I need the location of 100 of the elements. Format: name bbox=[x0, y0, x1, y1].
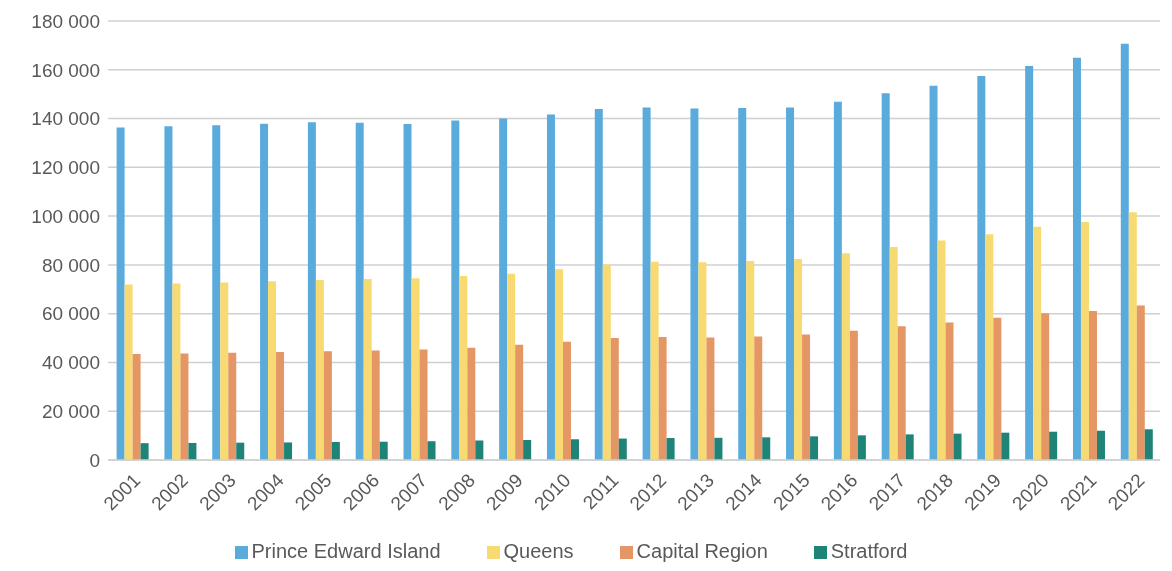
bar bbox=[1080, 221, 1089, 460]
bar bbox=[993, 317, 1002, 460]
y-tick-label: 160 000 bbox=[31, 59, 100, 81]
bar bbox=[666, 438, 675, 460]
bar bbox=[754, 336, 763, 460]
bar bbox=[132, 353, 141, 460]
bar bbox=[403, 123, 412, 460]
bar bbox=[459, 276, 468, 460]
bar bbox=[786, 107, 795, 460]
y-tick-label: 0 bbox=[89, 449, 100, 471]
bar bbox=[690, 108, 699, 460]
y-tick-label: 140 000 bbox=[31, 108, 100, 130]
bar bbox=[802, 334, 811, 460]
bar bbox=[1072, 57, 1081, 460]
bar bbox=[1025, 66, 1034, 460]
bar bbox=[467, 347, 476, 460]
y-tick-label: 20 000 bbox=[41, 400, 100, 422]
bar bbox=[284, 442, 293, 460]
y-tick-label: 80 000 bbox=[41, 254, 100, 276]
bar bbox=[180, 353, 189, 460]
bar bbox=[499, 118, 508, 460]
bar bbox=[419, 349, 428, 460]
bar bbox=[714, 437, 723, 460]
bar bbox=[1041, 313, 1050, 460]
bar bbox=[515, 344, 524, 460]
bar bbox=[618, 438, 627, 460]
bar bbox=[794, 259, 803, 460]
y-tick-label: 60 000 bbox=[41, 303, 100, 325]
bar bbox=[610, 338, 619, 460]
y-tick-label: 100 000 bbox=[31, 205, 100, 227]
bar bbox=[833, 101, 842, 460]
bar bbox=[140, 443, 149, 460]
bar bbox=[1128, 212, 1137, 460]
bar bbox=[188, 442, 197, 460]
bar bbox=[881, 93, 890, 460]
legend-label: Stratford bbox=[830, 540, 908, 562]
bar bbox=[953, 433, 962, 460]
bar bbox=[307, 122, 316, 460]
bar bbox=[762, 437, 771, 460]
bar bbox=[1144, 429, 1153, 460]
bar bbox=[642, 107, 651, 460]
bar bbox=[475, 440, 484, 460]
bar bbox=[594, 109, 603, 460]
bar bbox=[570, 439, 579, 460]
bar bbox=[236, 442, 245, 460]
y-tick-label: 40 000 bbox=[41, 352, 100, 374]
legend-label: Queens bbox=[503, 540, 574, 562]
bar bbox=[929, 85, 938, 460]
bar bbox=[507, 273, 516, 460]
bar bbox=[1001, 432, 1010, 460]
bar bbox=[212, 125, 221, 460]
bar bbox=[546, 114, 555, 460]
bar bbox=[268, 281, 277, 460]
bar bbox=[905, 434, 914, 460]
bar bbox=[810, 436, 819, 460]
bar bbox=[315, 280, 324, 460]
bar bbox=[841, 253, 850, 460]
bar bbox=[172, 283, 181, 460]
bar bbox=[276, 351, 285, 460]
bar bbox=[849, 330, 858, 460]
bar bbox=[746, 260, 755, 460]
bar bbox=[698, 262, 707, 460]
bar bbox=[411, 278, 420, 460]
bar bbox=[1136, 305, 1145, 460]
bar bbox=[260, 123, 269, 460]
bar bbox=[371, 350, 380, 460]
bar bbox=[658, 337, 667, 460]
bar bbox=[451, 120, 460, 460]
bar bbox=[977, 76, 986, 460]
bar bbox=[945, 322, 954, 460]
bar bbox=[523, 440, 532, 460]
bar bbox=[363, 279, 372, 460]
bar bbox=[889, 247, 898, 460]
bar bbox=[164, 126, 173, 460]
bar bbox=[1049, 431, 1058, 460]
bar bbox=[554, 269, 563, 460]
bar bbox=[857, 435, 866, 460]
bar bbox=[1088, 310, 1097, 460]
bar bbox=[1096, 430, 1105, 460]
bar bbox=[738, 108, 747, 460]
bar bbox=[355, 122, 364, 460]
bar bbox=[602, 264, 611, 460]
bar bbox=[124, 284, 133, 460]
bar bbox=[1033, 226, 1042, 460]
bar bbox=[706, 337, 715, 460]
bar bbox=[427, 441, 436, 460]
legend-label: Capital Region bbox=[636, 540, 768, 562]
bar bbox=[1120, 43, 1129, 460]
bar bbox=[985, 234, 994, 460]
bar bbox=[331, 441, 340, 460]
bar bbox=[379, 441, 388, 460]
y-tick-label: 120 000 bbox=[31, 157, 100, 179]
bar bbox=[220, 282, 229, 460]
bar bbox=[228, 352, 237, 460]
bar bbox=[937, 240, 946, 460]
y-tick-label: 180 000 bbox=[31, 10, 100, 32]
bar bbox=[897, 326, 906, 460]
legend-label: Prince Edward Island bbox=[251, 540, 441, 562]
bar bbox=[323, 351, 332, 460]
bar bbox=[562, 341, 571, 460]
